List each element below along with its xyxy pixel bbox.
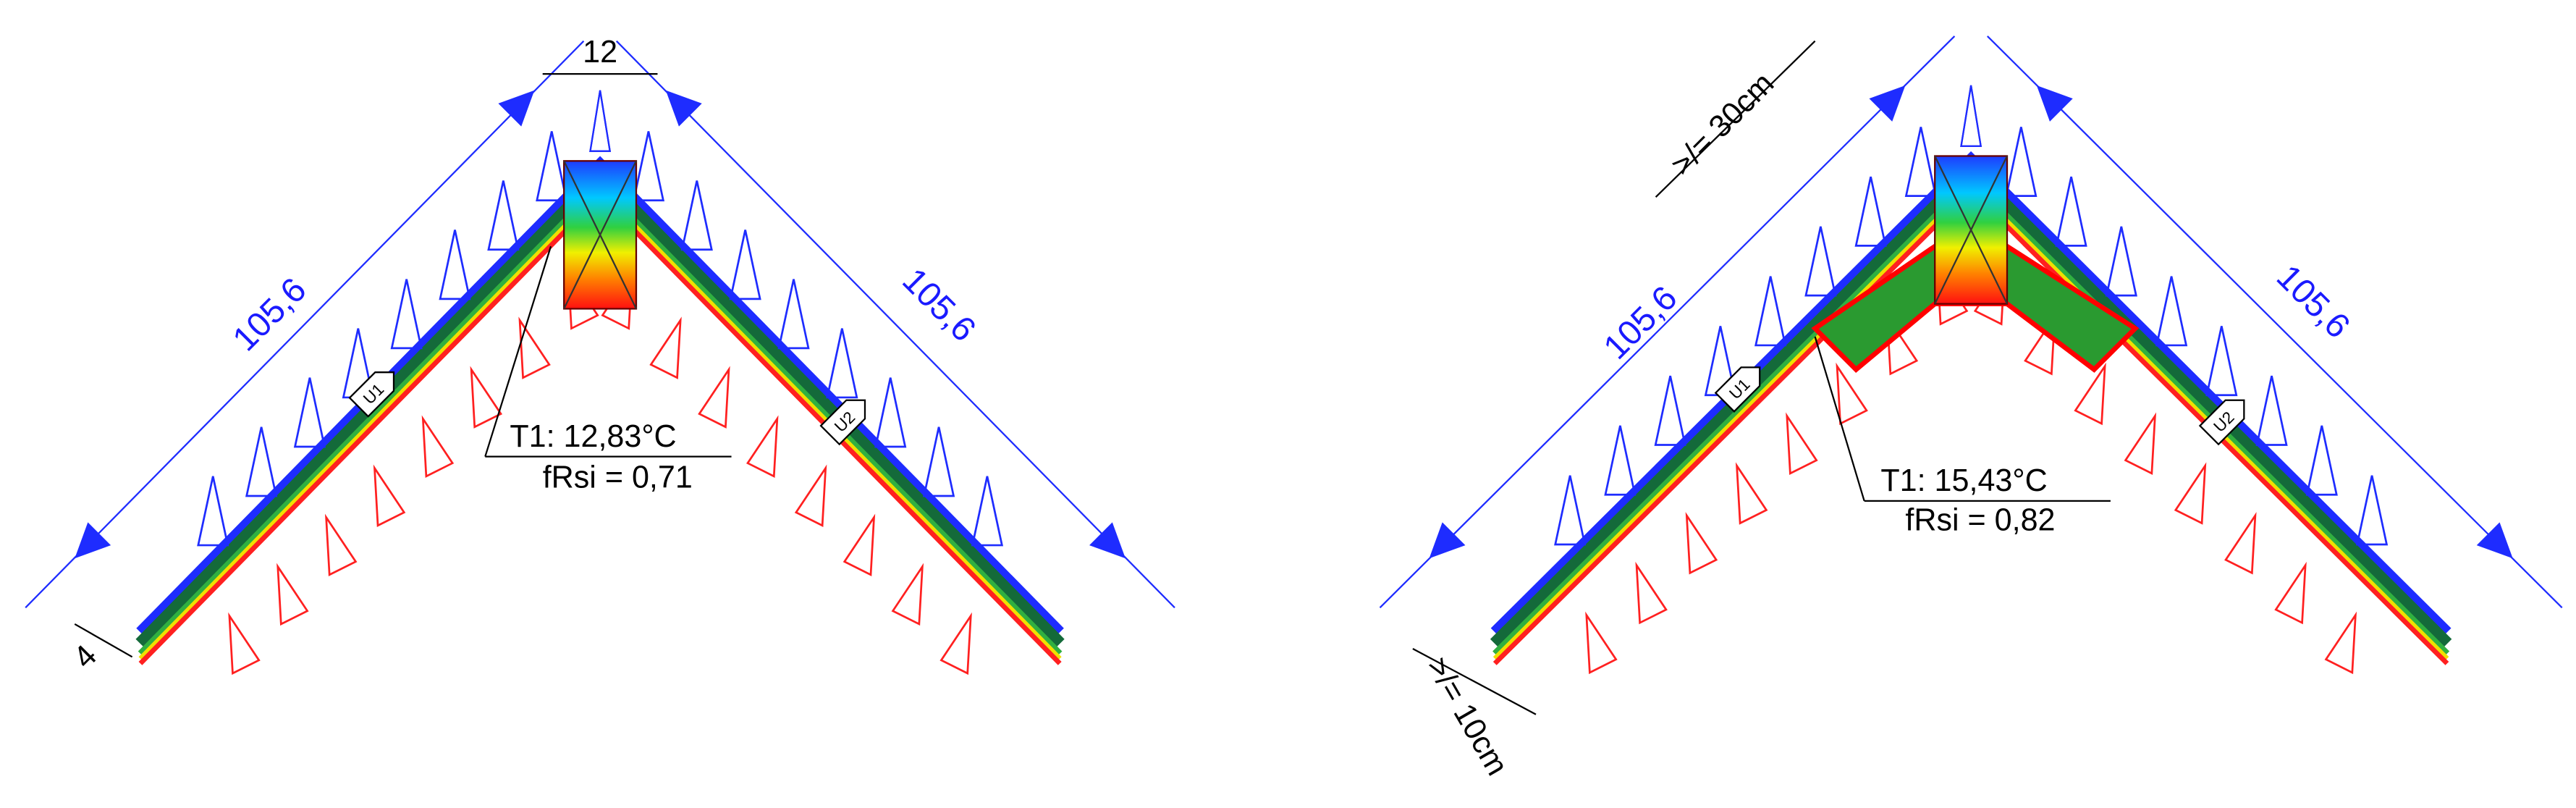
- dimension-arrow: [1429, 522, 1466, 559]
- dimension-arrow: [498, 90, 535, 127]
- outside-air-marker: [2355, 475, 2389, 546]
- inside-air-marker: [228, 612, 261, 676]
- frsi: fRsi = 0,82: [1905, 503, 2055, 538]
- outside-air-marker: [1904, 127, 1937, 198]
- dimension-line: [74, 623, 133, 658]
- inside-air-marker: [276, 563, 309, 626]
- outside-air-marker: [1854, 176, 1887, 247]
- leader-line: [1814, 336, 1865, 502]
- dimension-line: [1655, 40, 1816, 198]
- inside-air-marker: [421, 415, 455, 478]
- inside-air-marker: [843, 513, 876, 577]
- spacing-bottom: >/= 10cm: [1419, 652, 1514, 782]
- rafter-cross: [563, 160, 638, 309]
- inside-air-marker: [649, 316, 682, 379]
- outside-air-marker: [245, 426, 278, 497]
- apex-air-marker: [1960, 85, 1982, 148]
- dimension-arrow: [2476, 522, 2513, 559]
- inside-air-marker: [1786, 412, 1818, 476]
- inside-air-marker: [1635, 561, 1668, 625]
- outside-air-marker: [536, 131, 568, 202]
- inside-air-marker: [939, 612, 972, 676]
- inside-air-marker: [698, 366, 730, 429]
- temperature: T1: 12,83°C: [510, 419, 676, 454]
- outside-air-marker: [680, 180, 713, 251]
- outside-air-marker: [1554, 475, 1587, 546]
- inside-air-marker: [518, 316, 551, 379]
- left-length: 105,6: [226, 271, 314, 359]
- outside-air-marker: [2105, 226, 2137, 297]
- roof-layers: [25, 35, 2563, 676]
- dimension-arrow: [665, 90, 702, 127]
- inside-air-marker: [2124, 412, 2157, 476]
- outside-air-marker: [487, 180, 520, 251]
- outside-air-marker: [293, 377, 326, 448]
- inside-air-marker: [1585, 611, 1618, 675]
- dimension-line: [25, 40, 585, 609]
- inside-air-marker: [1685, 512, 1718, 575]
- dimension-line: [1986, 35, 2563, 609]
- outside-air-marker: [1754, 276, 1787, 347]
- right-length: 105,6: [2269, 258, 2357, 346]
- dimension-arrow: [75, 522, 111, 559]
- outside-air-marker: [922, 426, 955, 497]
- inside-air-marker: [746, 415, 779, 478]
- dimension-line: [1379, 35, 1956, 609]
- dimension-arrow: [2036, 85, 2073, 122]
- frsi: fRsi = 0,71: [543, 460, 693, 495]
- dimension-arrow: [1869, 85, 1906, 122]
- left-length: 105,6: [1597, 279, 1685, 367]
- inside-air-marker: [2224, 512, 2257, 575]
- inside-air-marker: [891, 563, 924, 626]
- inside-air-marker: [373, 464, 406, 527]
- inside-air-marker: [470, 366, 503, 429]
- inside-air-marker: [2174, 462, 2207, 525]
- outside-air-marker: [777, 279, 810, 350]
- outside-air-marker: [1654, 375, 1686, 446]
- temperature: T1: 15,43°C: [1880, 463, 2047, 498]
- inside-air-marker: [1735, 462, 1768, 525]
- dimension-line: [615, 40, 1175, 609]
- outside-air-marker: [390, 279, 423, 350]
- inside-air-marker: [2074, 362, 2106, 426]
- dimension-arrow: [1089, 522, 1126, 559]
- rafter-cross: [1934, 155, 2009, 305]
- outside-air-marker: [1604, 425, 1637, 496]
- outside-air-marker: [2205, 326, 2238, 397]
- outside-air-marker: [632, 131, 665, 202]
- inside-air-marker: [1836, 362, 1868, 426]
- outside-air-marker: [1804, 226, 1837, 297]
- outside-air-marker: [2305, 425, 2338, 496]
- outside-air-marker: [2155, 276, 2188, 347]
- apex-air-marker: [589, 90, 612, 152]
- outside-air-marker: [2255, 375, 2288, 446]
- outside-air-marker: [2055, 176, 2087, 247]
- inside-air-marker: [2024, 313, 2056, 376]
- right-detail: T1: 15,43°C fRsi = 0,82 >/= 30cm >/= 10c…: [1412, 40, 2357, 782]
- leader-line: [484, 245, 552, 457]
- outside-air-marker: [874, 377, 907, 448]
- inside-air-marker: [794, 464, 827, 527]
- spacing-top: >/= 30cm: [1664, 66, 1781, 182]
- apex-air-marker: [589, 90, 612, 152]
- outside-air-marker: [971, 476, 1004, 547]
- outside-air-marker: [197, 476, 229, 547]
- inside-air-marker: [324, 513, 358, 577]
- outside-air-marker: [729, 230, 761, 300]
- thickness-label: 4: [67, 639, 104, 676]
- outside-air-marker: [826, 328, 858, 399]
- apex-air-marker: [1960, 85, 1982, 148]
- inside-air-marker: [2324, 611, 2357, 675]
- outside-air-marker: [2005, 127, 2037, 198]
- dimension-line: [1412, 647, 1537, 715]
- outside-air-marker: [439, 230, 471, 300]
- width-label: 12: [583, 35, 617, 70]
- inside-air-marker: [2274, 561, 2307, 625]
